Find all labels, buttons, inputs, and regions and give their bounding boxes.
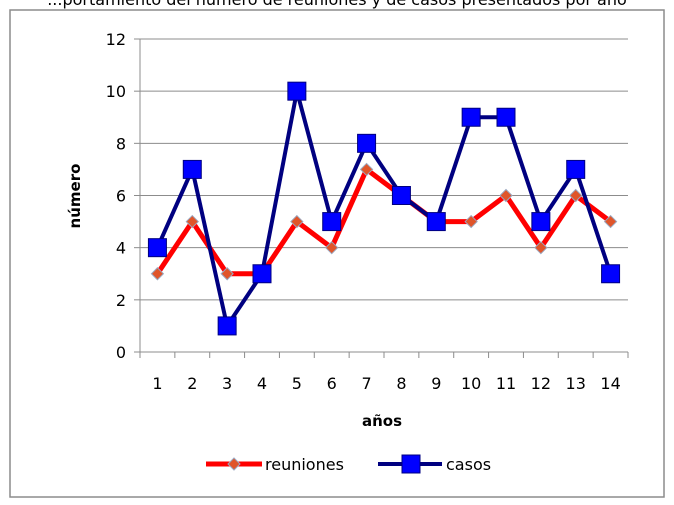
point-casos [287, 81, 307, 101]
y-tick-label: 4 [116, 239, 126, 258]
point-reuniones [464, 214, 478, 229]
x-axis-title: años [362, 412, 402, 430]
x-tick-label: 7 [361, 374, 371, 393]
y-axis-title: número [66, 164, 84, 229]
x-tick-label: 2 [187, 374, 197, 393]
point-casos [496, 107, 516, 127]
x-tick-label: 4 [257, 374, 267, 393]
legend-label-reuniones: reuniones [265, 455, 344, 474]
series-markers [147, 81, 621, 336]
chart-border [9, 9, 665, 498]
x-tick-label: 13 [566, 374, 586, 393]
point-casos [391, 186, 411, 205]
x-tick-label: 6 [327, 374, 337, 393]
point-casos [601, 264, 621, 284]
y-tick-label: 8 [116, 134, 126, 153]
point-casos [357, 133, 377, 153]
y-tick-label: 0 [116, 343, 126, 362]
y-tick-label: 10 [106, 82, 126, 101]
point-casos [531, 212, 551, 232]
point-reuniones [359, 162, 374, 177]
point-reuniones [603, 214, 618, 229]
legend-label-casos: casos [446, 455, 491, 474]
point-reuniones [185, 214, 199, 229]
point-casos [322, 212, 342, 232]
x-tick-label: 3 [222, 374, 232, 393]
legend: reuniones casos [206, 454, 491, 474]
legend-swatch-marker-casos [401, 454, 421, 474]
y-tick-label: 2 [116, 291, 126, 310]
x-tick-label: 9 [431, 374, 441, 393]
point-reuniones [325, 240, 339, 255]
x-tick-label: 11 [496, 374, 516, 393]
point-reuniones [150, 267, 165, 281]
point-casos [566, 159, 586, 179]
point-reuniones [569, 188, 583, 203]
point-reuniones [534, 240, 548, 255]
x-tick-label: 12 [531, 374, 551, 393]
point-casos [426, 212, 446, 232]
x-tick-label: 10 [461, 374, 481, 393]
y-tick-label: 12 [106, 30, 126, 49]
point-casos [461, 107, 481, 127]
chart-top-caption: ...portamiento del número de reuniones y… [47, 0, 627, 9]
legend-swatch-marker-reuniones [227, 457, 241, 471]
point-reuniones [499, 188, 513, 203]
x-tick-label: 1 [152, 374, 162, 393]
x-tick-label: 8 [396, 374, 406, 393]
x-tick-label: 5 [292, 374, 302, 393]
point-reuniones [290, 214, 304, 229]
point-casos [182, 159, 202, 179]
point-casos [147, 238, 167, 258]
point-casos [217, 316, 237, 336]
point-casos [252, 264, 272, 284]
x-tick-label: 14 [600, 374, 620, 393]
point-reuniones [220, 267, 234, 281]
y-tick-label: 6 [116, 187, 126, 206]
